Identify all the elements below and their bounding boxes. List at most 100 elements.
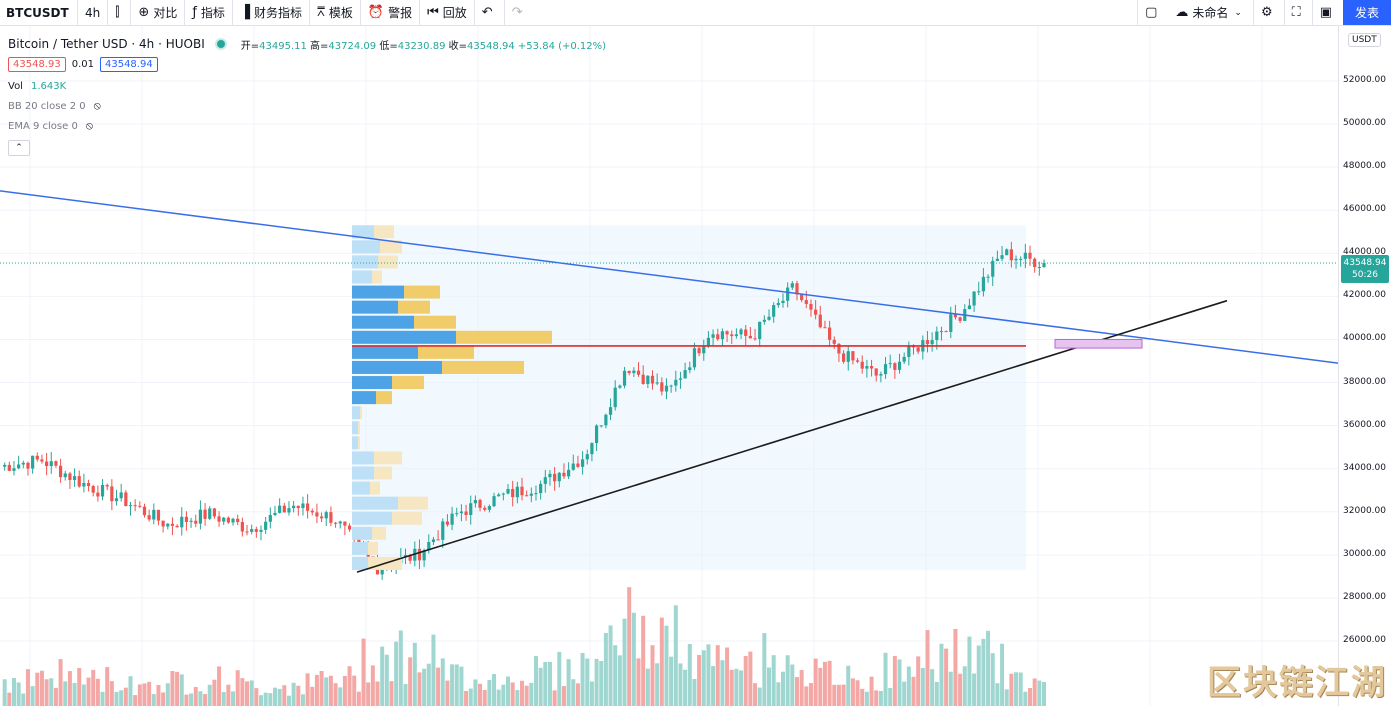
candle-body (105, 484, 109, 487)
legend-collapse-button[interactable]: ⌃ (8, 140, 30, 156)
price-axis[interactable]: USDT 52000.00 50000.00 48000.00 46000.00 440… (1338, 26, 1391, 706)
templates-button[interactable]: ⩞ 模板 (310, 0, 361, 25)
candle-body (534, 493, 538, 495)
chevron-up-icon: ⌃ (15, 143, 23, 153)
candle-body (1033, 258, 1037, 268)
candle-body (786, 287, 790, 301)
volume-bar (855, 680, 860, 706)
volume-bar (39, 670, 44, 706)
volume-bar (175, 671, 180, 706)
price-tick-label: 52000.00 (1343, 75, 1386, 85)
vol-indicator[interactable]: Vol 1.643K (8, 81, 66, 92)
price-tick-label: 36000.00 (1343, 419, 1386, 430)
candle-body (287, 508, 291, 513)
volume-profile-down-bar (358, 436, 360, 450)
volume-bar (286, 695, 291, 706)
undo-button[interactable]: ↶ (475, 0, 505, 25)
fullscreen-icon: ⛶ (1291, 5, 1301, 20)
indicators-button[interactable]: ƒ 指标 (185, 0, 233, 25)
volume-bar (123, 687, 128, 706)
publish-button[interactable]: 发表 (1343, 0, 1391, 25)
candle-body (571, 463, 575, 470)
volume-bar (874, 690, 879, 706)
chart-type-button[interactable]: ⫿ (108, 0, 132, 25)
alerts-button[interactable]: ⏰ 警报 (361, 0, 421, 25)
volume-bar (930, 669, 935, 706)
volume-bar (63, 681, 68, 706)
volume-bar (925, 630, 930, 706)
layout-select-button[interactable]: ▢ (1137, 0, 1168, 25)
candle-body (697, 348, 701, 354)
candle-body (818, 314, 822, 328)
eye-hidden-icon[interactable]: ⦸ (85, 119, 93, 132)
volume-bar (757, 687, 762, 706)
volume-bar (487, 679, 492, 706)
volume-bar (580, 652, 585, 706)
volume-profile-up-bar (352, 391, 376, 405)
candle-body (958, 317, 962, 321)
eye-hidden-icon[interactable]: ⦸ (93, 99, 101, 112)
candle-body (688, 367, 692, 371)
chart-canvas[interactable] (0, 26, 1338, 706)
volume-bar (7, 692, 12, 706)
candle-body (855, 360, 860, 362)
volume-bar (151, 694, 156, 706)
candle-body (124, 492, 128, 507)
fullscreen-button[interactable]: ⛶ (1283, 0, 1312, 25)
candle-body (804, 300, 808, 304)
candle-body (264, 521, 268, 530)
settings-button[interactable]: ⚙ (1252, 0, 1284, 25)
replay-button[interactable]: ⏮ 回放 (420, 0, 475, 25)
volume-bar (608, 625, 613, 706)
volume-bar (1004, 689, 1009, 706)
candle-body (100, 484, 105, 497)
volume-bar (375, 681, 380, 706)
financials-button[interactable]: ▐ 财务指标 (233, 0, 310, 25)
candle-body (828, 327, 832, 340)
candle-body (315, 512, 319, 517)
volume-bar (109, 681, 114, 706)
candle-body (678, 378, 683, 380)
volume-bar (1032, 678, 1037, 706)
layout-name-button[interactable]: ☁ 未命名 ⌄ (1168, 0, 1253, 25)
sell-price-button[interactable]: 43548.93 (8, 56, 66, 72)
volume-bar (30, 686, 35, 706)
candle-body (590, 443, 594, 455)
volume-bar (221, 692, 226, 706)
candle-body (222, 517, 226, 522)
volume-bar (342, 675, 347, 706)
top-toolbar: BTCUSDT 4h ⫿ ⊕ 对比 ƒ 指标 ▐ 财务指标 ⩞ 模板 ⏰ 警报 ⏮ 回放 ↶… (0, 0, 1391, 26)
redo-button[interactable]: ↷ (505, 0, 534, 25)
redo-icon: ↷ (511, 5, 523, 20)
volume-profile-up-bar (352, 255, 378, 269)
volume-bar (1028, 687, 1033, 706)
price-tick-label: 42000.00 (1343, 290, 1386, 301)
high-value: 43724.09 (328, 40, 377, 52)
ema-indicator[interactable]: EMA 9 close 0 (8, 120, 78, 132)
interval-button[interactable]: 4h (78, 0, 109, 25)
symbol-search-button[interactable]: BTCUSDT (0, 0, 78, 25)
legend-title[interactable]: Bitcoin / Tether USD · 4h · HUOBI (8, 37, 205, 51)
volume-bar (617, 655, 622, 706)
volume-bar (841, 684, 846, 706)
volume-bar (356, 691, 361, 706)
snapshot-button[interactable]: ▣ (1311, 0, 1343, 25)
volume-bar (561, 686, 566, 706)
compare-button[interactable]: ⊕ 对比 (131, 0, 186, 25)
bb-indicator[interactable]: BB 20 close 2 0 (8, 100, 86, 112)
volume-bar (804, 686, 809, 706)
candle-body (557, 472, 561, 482)
candle-body (632, 370, 636, 374)
volume-bar (440, 658, 445, 706)
volume-bar (328, 675, 333, 706)
candle-body (981, 276, 986, 292)
volume-bar (91, 669, 96, 706)
volume-bar (678, 663, 683, 706)
volume-bar (846, 665, 851, 706)
buy-price-button[interactable]: 43548.94 (99, 56, 158, 72)
candle-body (622, 370, 627, 386)
currency-label[interactable]: USDT (1348, 33, 1381, 47)
volume-bar (776, 682, 781, 706)
volume-bar (692, 679, 697, 706)
volume-bar (552, 690, 557, 706)
